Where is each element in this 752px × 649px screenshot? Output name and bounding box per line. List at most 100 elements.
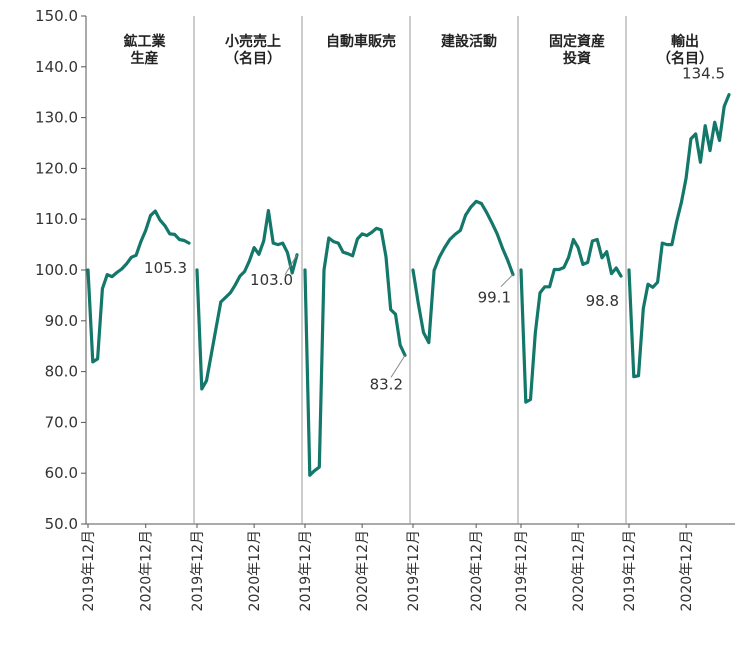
- end-value-label: 103.0: [250, 271, 293, 289]
- label-leader: [390, 355, 406, 378]
- y-tick-label: 70.0: [45, 413, 78, 431]
- end-value-label: 99.1: [478, 289, 511, 307]
- data-point: [694, 132, 697, 136]
- data-point: [427, 341, 430, 344]
- data-point: [139, 240, 143, 243]
- panel-title: （名目）: [657, 50, 713, 67]
- data-point: [125, 262, 128, 266]
- x-tick-label: 2019年12月: [81, 530, 97, 611]
- end-value-label: 98.8: [586, 292, 619, 310]
- x-tick-label: 2019年12月: [298, 530, 314, 611]
- data-point: [661, 241, 664, 245]
- data-point: [534, 331, 537, 335]
- data-point: [276, 243, 280, 246]
- data-point: [370, 231, 373, 234]
- x-tick-label: 2020年12月: [139, 530, 155, 611]
- data-point: [205, 379, 208, 382]
- data-point: [557, 268, 561, 271]
- data-point: [548, 285, 551, 288]
- data-point: [375, 227, 378, 230]
- data-point: [134, 254, 138, 257]
- data-point: [248, 259, 251, 263]
- data-point: [96, 357, 99, 361]
- data-point: [272, 241, 275, 245]
- data-point: [243, 270, 246, 273]
- data-point: [632, 375, 635, 378]
- data-point: [490, 221, 494, 224]
- data-point: [501, 247, 504, 250]
- x-axis: 2019年12月 2020年12月 2019年12月 2020年12月 2019年12月…: [81, 524, 695, 611]
- data-point: [591, 239, 594, 243]
- data-point: [210, 353, 213, 356]
- y-tick-label: 100.0: [35, 261, 78, 279]
- data-point: [689, 137, 693, 141]
- data-point: [506, 259, 509, 262]
- data-point: [675, 220, 678, 223]
- data-point: [538, 291, 542, 295]
- data-point: [318, 465, 321, 469]
- data-point: [303, 268, 307, 272]
- data-point: [485, 211, 488, 214]
- y-tick-label: 150.0: [35, 7, 78, 25]
- data-point: [286, 251, 289, 254]
- data-point: [356, 237, 359, 241]
- x-tick-label: 2020年12月: [469, 530, 485, 611]
- data-point: [219, 300, 222, 304]
- x-tick-label: 2019年12月: [190, 530, 206, 611]
- data-point: [699, 161, 702, 164]
- data-point: [238, 274, 242, 278]
- data-point: [346, 252, 350, 255]
- data-point: [101, 287, 104, 290]
- panel-title: 輸出: [671, 33, 699, 50]
- y-tick-label: 80.0: [45, 363, 78, 381]
- y-tick-label: 50.0: [45, 515, 78, 533]
- data-point: [86, 268, 90, 272]
- data-point: [327, 236, 330, 240]
- data-point: [670, 243, 674, 246]
- data-point: [130, 256, 133, 259]
- data-point: [596, 238, 599, 241]
- label-leader: [284, 254, 298, 276]
- panel-title: 固定資産: [549, 33, 605, 50]
- x-tick-label: 2020年12月: [571, 530, 587, 611]
- data-point: [313, 469, 316, 472]
- data-point: [432, 269, 436, 272]
- panel-3: 自動車販売 83.2: [303, 33, 407, 477]
- data-point: [704, 124, 707, 127]
- panel-title: 小売売上: [225, 33, 281, 50]
- data-point: [110, 275, 114, 278]
- data-point: [267, 209, 270, 212]
- data-point: [438, 256, 441, 259]
- data-point: [115, 271, 119, 274]
- data-point: [448, 238, 451, 241]
- data-point: [91, 360, 95, 364]
- y-tick-label: 130.0: [35, 109, 78, 127]
- x-tick-label: 2020年12月: [679, 530, 695, 611]
- x-tick-label: 2019年12月: [514, 530, 530, 611]
- data-point: [365, 234, 369, 237]
- data-point: [360, 232, 364, 236]
- data-point: [158, 219, 162, 222]
- data-point: [713, 121, 716, 124]
- data-point: [229, 291, 232, 295]
- x-tick-label: 2020年12月: [355, 530, 371, 611]
- data-point: [351, 254, 354, 257]
- data-point: [154, 209, 157, 213]
- data-point: [519, 268, 523, 272]
- y-tick-label: 60.0: [45, 464, 78, 482]
- label-leader: [500, 274, 514, 287]
- data-point: [581, 263, 585, 266]
- data-point: [120, 267, 123, 271]
- data-point: [422, 331, 425, 334]
- data-point: [656, 281, 659, 284]
- data-point: [529, 398, 532, 401]
- panel-2: 小売売上（名目） 103.0: [195, 33, 299, 391]
- panel-title: （名目）: [225, 50, 281, 67]
- data-point: [524, 400, 527, 404]
- x-tick-label: 2019年12月: [406, 530, 422, 611]
- data-point: [384, 255, 388, 258]
- data-point: [399, 344, 402, 347]
- data-point: [149, 214, 152, 217]
